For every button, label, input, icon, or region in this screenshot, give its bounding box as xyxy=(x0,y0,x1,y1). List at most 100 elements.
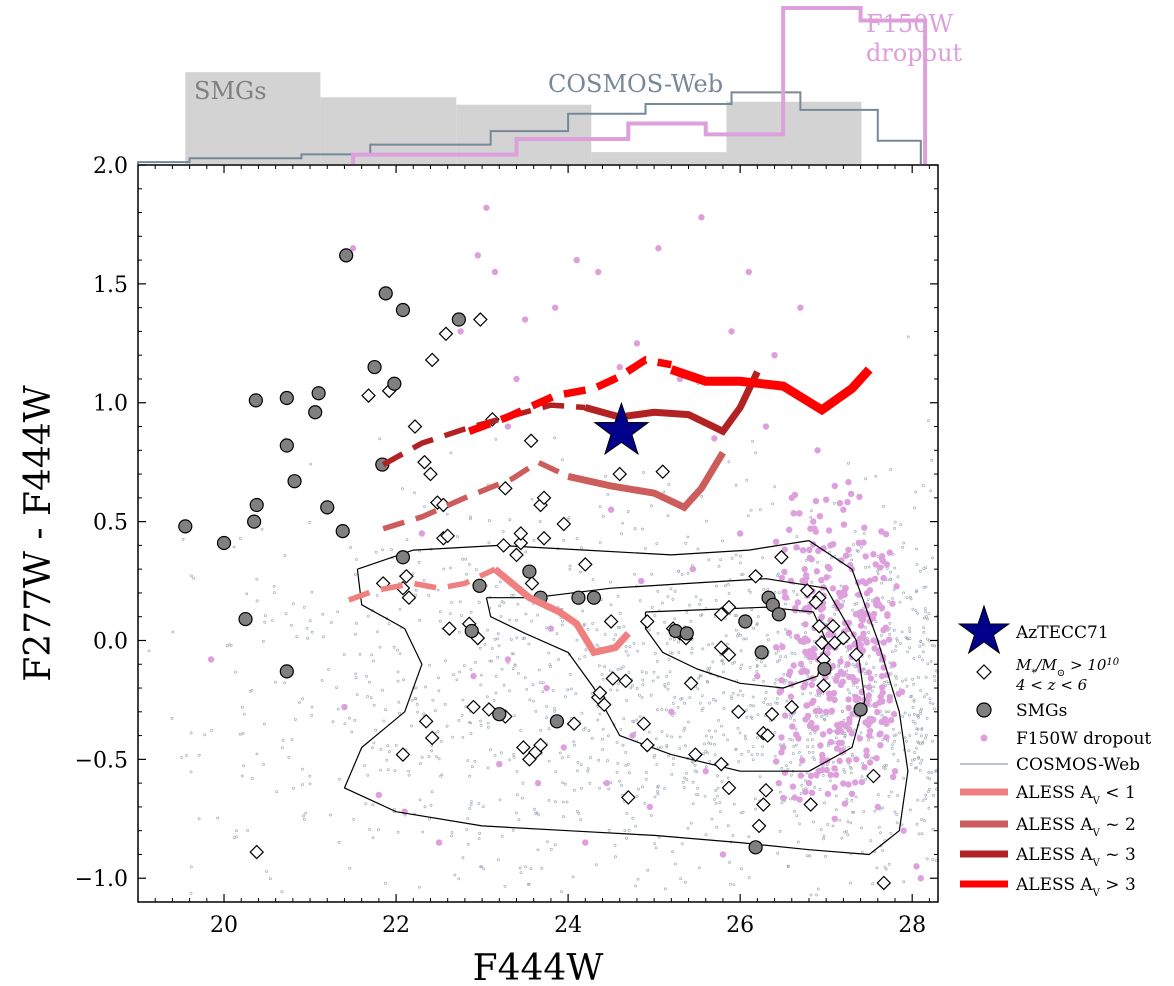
dropout-point xyxy=(834,728,841,735)
cosmos-point xyxy=(929,489,933,493)
cosmos-point xyxy=(413,491,416,495)
cosmos-point xyxy=(440,740,443,743)
legend-label-line2: 4 < z < 6 xyxy=(1015,676,1088,694)
density-contour xyxy=(343,539,909,856)
cosmos-point xyxy=(525,688,529,691)
cosmos-point xyxy=(917,755,920,759)
cosmos-point xyxy=(893,527,897,530)
cosmos-point xyxy=(791,738,794,742)
cosmos-point xyxy=(353,719,357,722)
cosmos-point xyxy=(576,761,580,764)
cosmos-point xyxy=(732,802,736,806)
dropout-point xyxy=(856,493,863,501)
cosmos-point xyxy=(895,821,899,825)
dropout-point xyxy=(798,668,805,676)
cosmos-point xyxy=(921,658,925,662)
cosmos-point xyxy=(262,763,265,766)
dropout-point xyxy=(797,637,805,645)
cosmos-point xyxy=(903,736,907,740)
cosmos-point xyxy=(773,591,777,594)
dropout-point xyxy=(852,779,859,786)
cosmos-point xyxy=(577,812,581,815)
dropout-point xyxy=(790,662,797,669)
cosmos-point xyxy=(815,714,819,718)
legend-label: M*/M⊙ > 1010 xyxy=(1015,656,1120,679)
dropout-point xyxy=(865,684,873,691)
cosmos-point xyxy=(387,622,391,626)
dropout-point xyxy=(825,631,832,638)
cosmos-point xyxy=(580,546,584,550)
cosmos-point xyxy=(906,335,910,339)
dropout-point xyxy=(837,681,845,689)
cosmos-point xyxy=(797,750,801,754)
cosmos-point xyxy=(822,834,826,838)
cosmos-point xyxy=(477,802,481,805)
cosmos-point xyxy=(632,642,636,645)
plot-frame xyxy=(137,164,939,903)
cosmos-point xyxy=(634,824,637,828)
cosmos-point xyxy=(515,770,519,773)
cosmos-point xyxy=(655,763,659,766)
cosmos-point xyxy=(655,659,659,663)
cosmos-point xyxy=(209,729,213,732)
massive-galaxy-point xyxy=(592,685,608,701)
cosmos-point xyxy=(810,581,814,584)
cosmos-point xyxy=(721,659,725,662)
cosmos-point xyxy=(784,655,788,659)
cosmos-point xyxy=(789,635,793,639)
cosmos-point xyxy=(670,735,674,739)
cosmos-point xyxy=(553,436,557,440)
dropout-point xyxy=(857,641,864,649)
cosmos-point xyxy=(597,758,601,762)
cosmos-point xyxy=(368,828,372,831)
cosmos-point xyxy=(720,780,724,784)
cosmos-point xyxy=(291,786,295,790)
cosmos-point xyxy=(530,619,534,623)
cosmos-point xyxy=(583,655,587,658)
cosmos-point xyxy=(502,683,506,687)
dropout-point xyxy=(813,771,820,778)
smg-point xyxy=(586,590,602,605)
cosmos-point xyxy=(671,597,675,601)
dropout-point xyxy=(813,568,821,575)
dropout-point xyxy=(829,585,837,592)
cosmos-point xyxy=(437,689,441,693)
cosmos-point xyxy=(762,588,766,591)
cosmos-point xyxy=(485,695,489,699)
cosmos-point xyxy=(415,703,419,706)
cosmos-point xyxy=(337,777,341,781)
cosmos-point xyxy=(883,865,887,869)
cosmos-point xyxy=(616,625,620,629)
cosmos-point xyxy=(698,602,702,606)
cosmos-point xyxy=(918,645,922,648)
dropout-point xyxy=(812,707,820,715)
cosmos-point xyxy=(805,854,809,858)
cosmos-point xyxy=(730,556,734,560)
cosmos-point xyxy=(417,885,421,889)
cosmos-point xyxy=(350,730,354,734)
cosmos-point xyxy=(527,882,531,886)
cosmos-point xyxy=(342,653,346,656)
cosmos-point xyxy=(758,775,762,779)
legend-label: AzTECC71 xyxy=(1015,623,1109,643)
cosmos-point xyxy=(874,673,878,677)
dropout-point xyxy=(853,756,860,763)
cosmos-point xyxy=(545,626,548,630)
dropout-point xyxy=(778,677,785,684)
massive-galaxy-point xyxy=(523,433,539,449)
legend-diamond-marker xyxy=(976,664,992,680)
cosmos-point xyxy=(776,851,780,855)
cosmos-point xyxy=(895,676,899,680)
dropout-point xyxy=(810,518,817,525)
dropout-point xyxy=(790,510,797,517)
cosmos-point xyxy=(778,829,782,833)
cosmos-point xyxy=(598,541,602,544)
cosmos-point xyxy=(501,530,505,533)
smg-point xyxy=(571,590,586,605)
dropout-point xyxy=(833,677,840,684)
cosmos-point xyxy=(756,615,760,619)
cosmos-point xyxy=(601,748,605,751)
cosmos-point xyxy=(407,773,411,777)
dropout-point xyxy=(819,751,826,759)
cosmos-point xyxy=(927,790,930,794)
